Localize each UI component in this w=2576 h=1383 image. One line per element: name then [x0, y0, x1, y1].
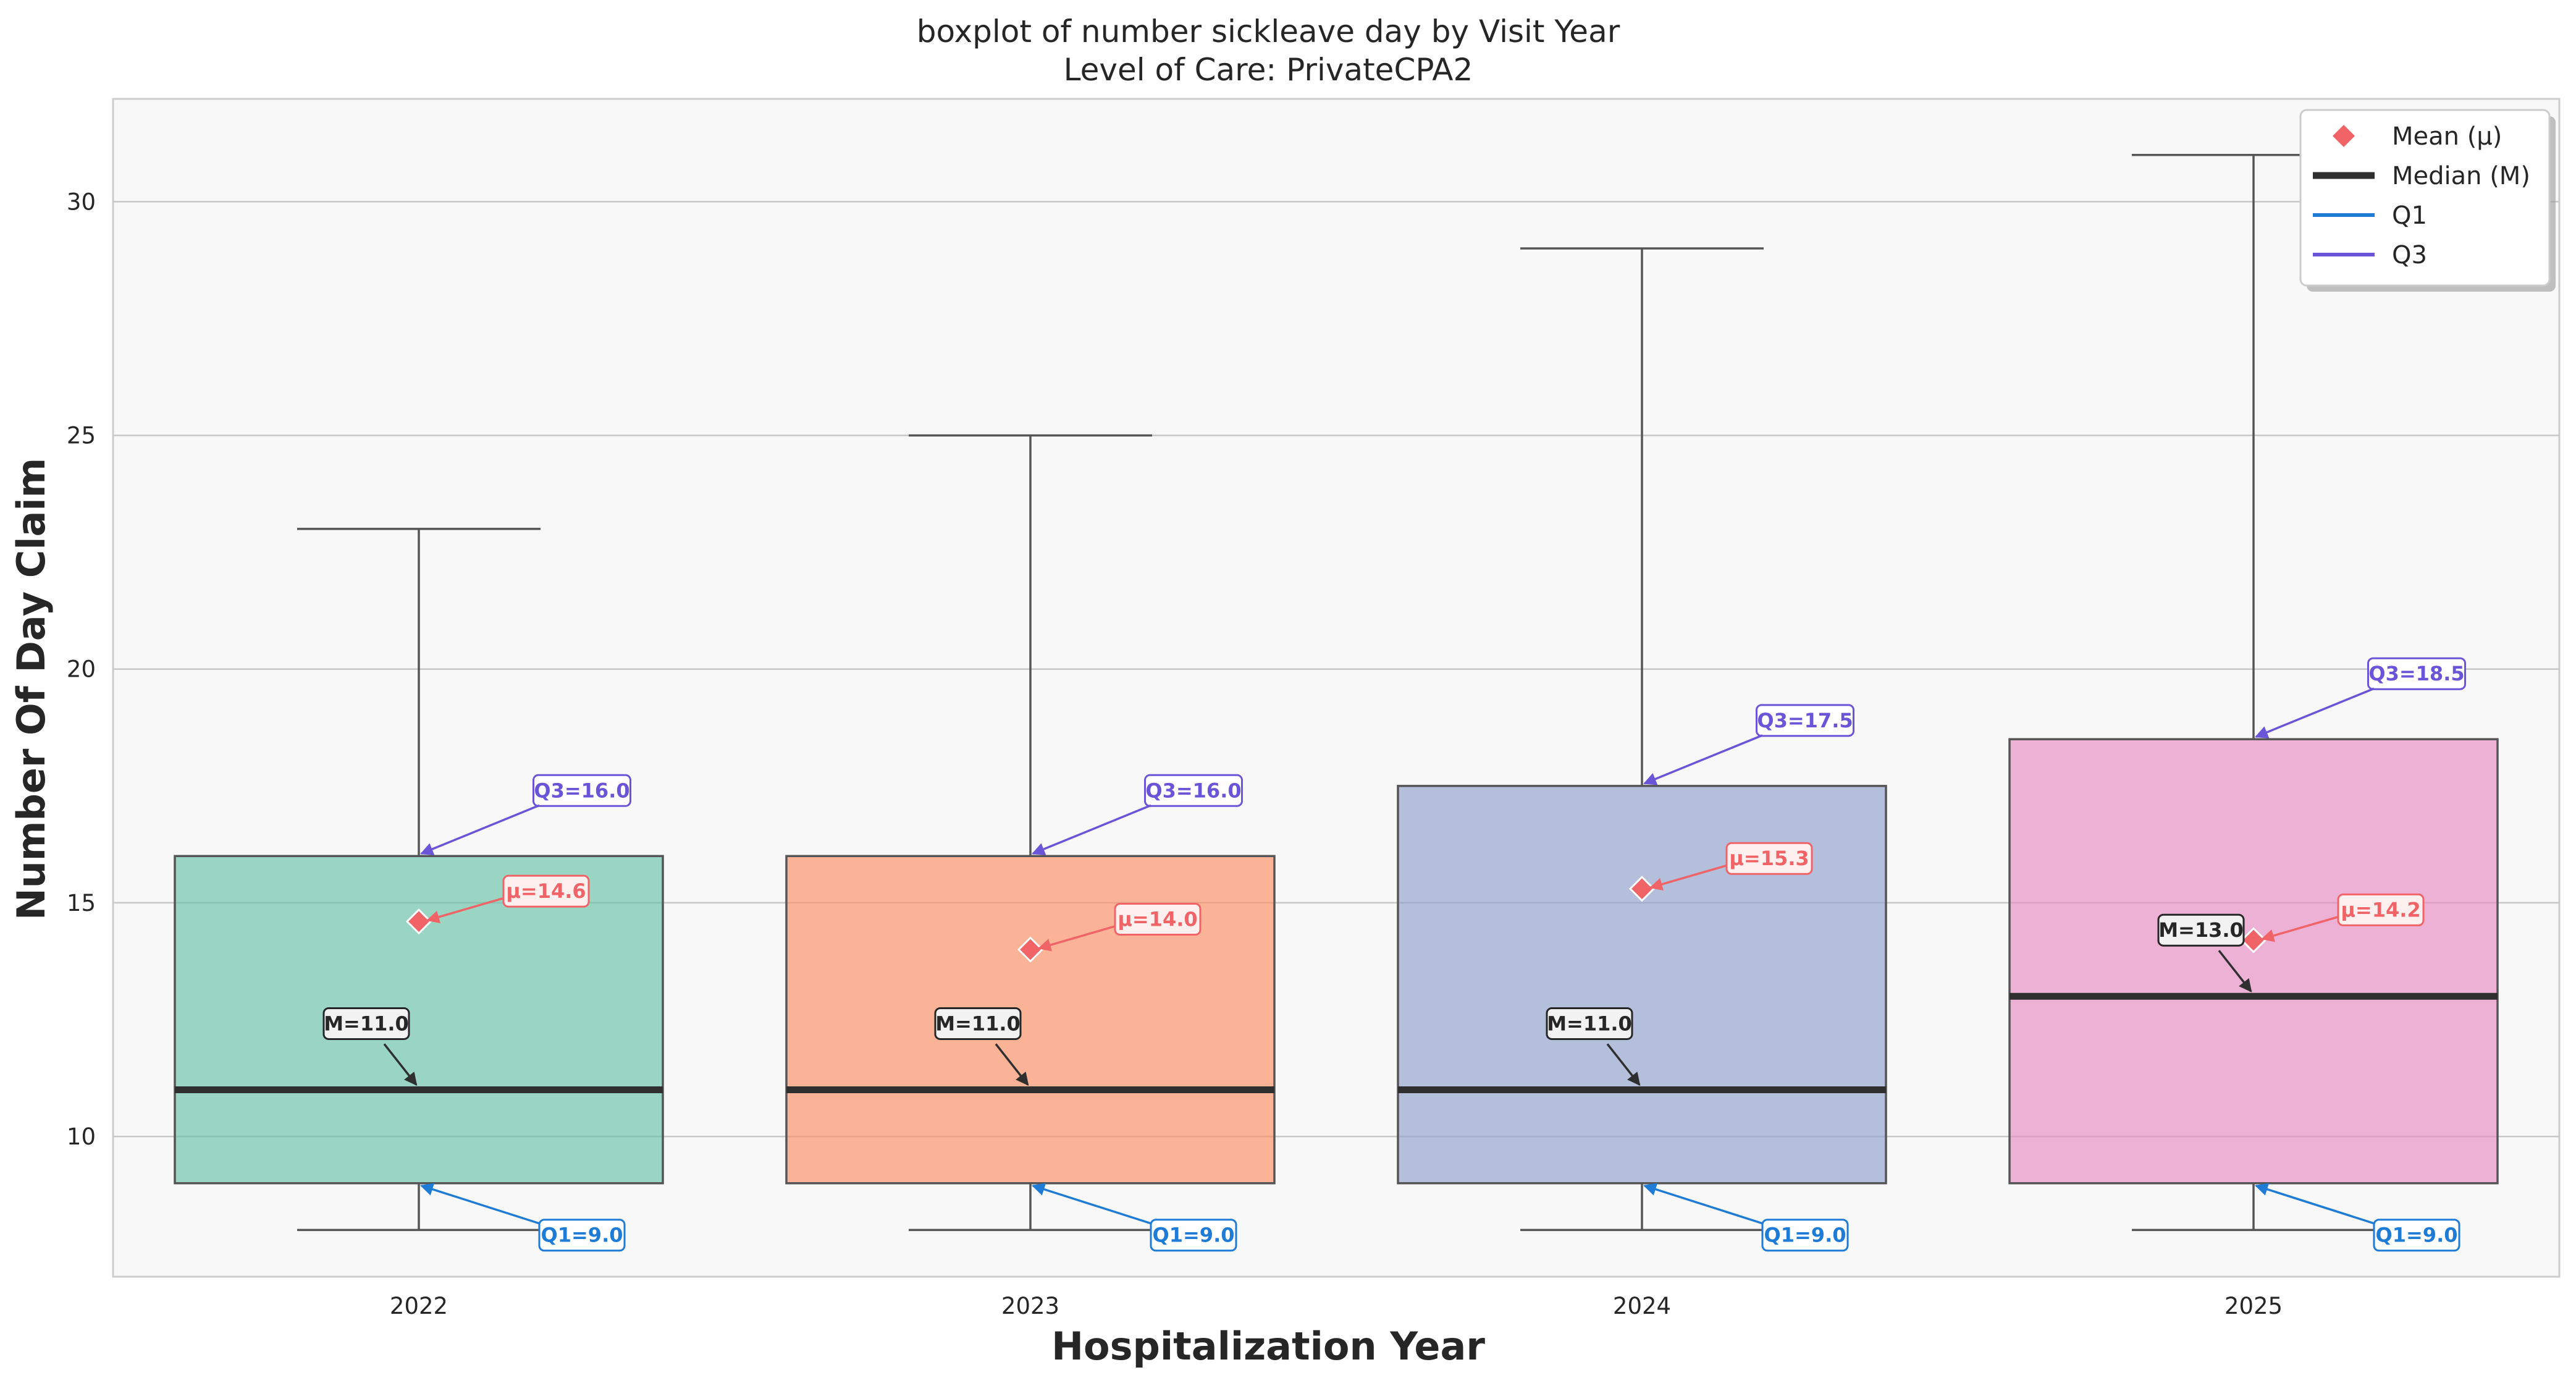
median-label-box: [2157, 913, 2245, 947]
q1-label-box: [2373, 1219, 2460, 1252]
q3-label-text: Q3=17.5: [1757, 709, 1853, 732]
annotations-2023: Q3=16.0 Q1=9.0 μ=14.0 M=11.0: [934, 774, 1243, 1252]
q1-arrow: [1643, 1183, 1763, 1225]
mean-label-text: μ=14.6: [506, 879, 586, 903]
q1-label: Q1=9.0: [538, 1219, 626, 1252]
median-label-box: [322, 1007, 410, 1040]
q3-arrow: [2255, 687, 2375, 738]
q3-label-box: [1756, 704, 1854, 737]
chart-subtitle: Level of Care: PrivateCPA2: [1064, 52, 1473, 88]
x-tick-label: 2022: [390, 1293, 448, 1319]
mean-label-box: [2337, 893, 2425, 926]
mean-label-text: μ=15.3: [1729, 847, 1809, 870]
q1-label-box: [1761, 1219, 1849, 1252]
mean-label-text: μ=14.2: [2341, 898, 2420, 921]
annotations-2025: Q3=18.5 Q1=9.0 μ=14.2 M=13.0: [2157, 657, 2466, 1252]
legend-entry-label: Median (M): [2392, 162, 2530, 190]
median-label-box: [1546, 1007, 1633, 1040]
mean-arrow: [1649, 864, 1728, 891]
x-tick-label: 2023: [1001, 1293, 1059, 1319]
median-label-text: M=13.0: [2158, 918, 2244, 942]
median-arrow: [2218, 950, 2252, 992]
chart-title: boxplot of number sickleave day by Visit…: [917, 14, 1620, 49]
q3-label-text: Q3=16.0: [534, 779, 629, 802]
q3-label-text: Q3=16.0: [1145, 779, 1241, 802]
mean-label-box: [502, 874, 590, 908]
y-axis-ticks: 10 15 20 25 30: [67, 188, 96, 1150]
box-2022: [174, 528, 664, 1232]
legend-entry-label: Q1: [2392, 201, 2427, 230]
iqr-box: [2008, 738, 2499, 1185]
median-label-text: M=11.0: [324, 1012, 409, 1035]
q1-label: Q1=9.0: [1150, 1219, 1237, 1252]
q3-arrow: [420, 804, 540, 855]
median-label: M=13.0: [2157, 913, 2245, 947]
q3-arrow: [1643, 734, 1763, 785]
y-tick-label: 30: [67, 188, 96, 215]
y-tick-label: 25: [67, 423, 96, 449]
x-axis-ticks: 2022 2023 2024 2025: [390, 1293, 2283, 1319]
q3-label-text: Q3=18.5: [2368, 662, 2464, 685]
iqr-box: [174, 855, 664, 1185]
median-arrow: [383, 1043, 418, 1086]
median-arrow: [995, 1043, 1029, 1086]
q1-label-text: Q1=9.0: [2376, 1224, 2458, 1247]
mean-label: μ=14.6: [502, 874, 590, 908]
q3-label-box: [532, 774, 631, 807]
legend-box: [2299, 109, 2551, 287]
q3-label: Q3=18.5: [2367, 657, 2466, 690]
mean-label: μ=14.0: [1114, 903, 1202, 936]
mean-label-box: [1725, 842, 1813, 875]
q1-label-text: Q1=9.0: [1764, 1224, 1846, 1247]
y-axis-label: Number Of Day Claim: [9, 458, 54, 920]
legend: Mean (μ) Median (M) Q1 Q3: [2299, 109, 2556, 292]
legend-mean-icon: [2333, 125, 2355, 147]
mean-label: μ=14.2: [2337, 893, 2425, 926]
mean-arrow: [1037, 924, 1116, 952]
median-label: M=11.0: [934, 1007, 1022, 1040]
q1-arrow: [1031, 1183, 1151, 1225]
median-label-text: M=11.0: [1547, 1012, 1632, 1035]
x-tick-label: 2024: [1613, 1293, 1671, 1319]
q3-arrow: [1032, 804, 1151, 855]
q1-arrow: [419, 1183, 540, 1225]
mean-arrow: [426, 897, 505, 923]
mean-label-box: [1114, 903, 1202, 936]
median-label: M=11.0: [1546, 1007, 1633, 1040]
median-label-box: [934, 1007, 1022, 1040]
box-series: [174, 154, 2499, 1232]
mean-label-text: μ=14.0: [1118, 908, 1197, 931]
q1-label: Q1=9.0: [2373, 1219, 2460, 1252]
q3-label-box: [2367, 657, 2466, 690]
iqr-box: [785, 855, 1276, 1185]
q1-label: Q1=9.0: [1761, 1219, 1849, 1252]
y-tick-label: 10: [67, 1123, 96, 1150]
annotations-2022: Q3=16.0 Q1=9.0 μ=14.6 M=11.0: [322, 774, 631, 1252]
q1-label-text: Q1=9.0: [541, 1224, 623, 1247]
q3-label: Q3=17.5: [1756, 704, 1854, 737]
mean-label: μ=15.3: [1725, 842, 1813, 875]
legend-entry-label: Q3: [2392, 241, 2427, 269]
x-axis-label: Hospitalization Year: [1051, 1324, 1485, 1369]
q1-label-text: Q1=9.0: [1153, 1224, 1235, 1247]
y-tick-label: 20: [67, 656, 96, 683]
q1-arrow: [2254, 1183, 2375, 1225]
iqr-box: [1397, 785, 1887, 1185]
y-tick-label: 15: [67, 890, 96, 916]
q3-label: Q3=16.0: [532, 774, 631, 807]
annotations: Q3=16.0 Q1=9.0 μ=14.6 M=11.0 Q3=16.0 Q1=9.0 μ=…: [322, 657, 2466, 1252]
mean-arrow: [2260, 915, 2339, 942]
legend-entry-label: Mean (μ): [2392, 122, 2502, 151]
x-tick-label: 2025: [2225, 1293, 2283, 1319]
annotations-2024: Q3=17.5 Q1=9.0 μ=15.3 M=11.0: [1546, 704, 1854, 1252]
q1-label-box: [1150, 1219, 1237, 1252]
q1-label-box: [538, 1219, 626, 1252]
median-label: M=11.0: [322, 1007, 410, 1040]
median-arrow: [1606, 1043, 1641, 1086]
box-2025: [2008, 154, 2499, 1232]
median-label-text: M=11.0: [935, 1012, 1021, 1035]
q3-label: Q3=16.0: [1144, 774, 1243, 807]
q3-label-box: [1144, 774, 1243, 807]
